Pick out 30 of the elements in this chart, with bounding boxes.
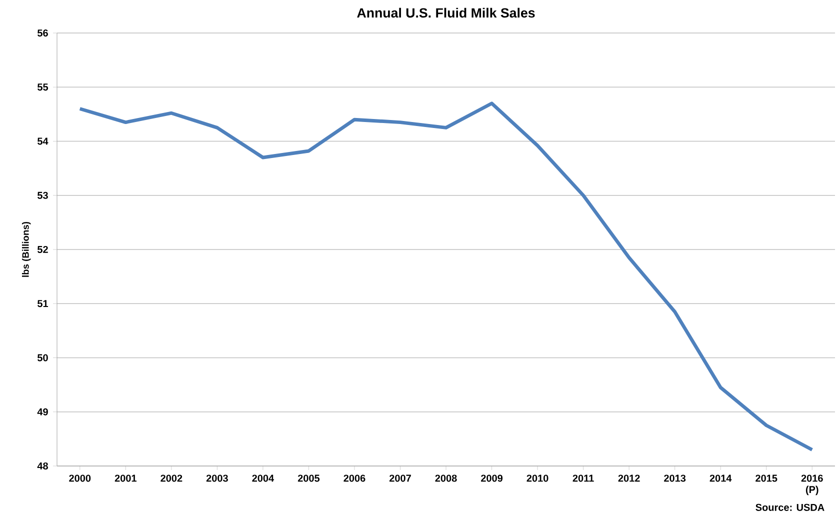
y-tick-label: 53 bbox=[37, 192, 48, 199]
y-tick-label: 49 bbox=[37, 408, 48, 416]
x-tick-label: 2002 bbox=[160, 474, 182, 482]
x-tick-label: 2015 bbox=[756, 474, 778, 482]
y-tick-label: 56 bbox=[37, 29, 48, 37]
x-tick-label: 2016 (P) bbox=[801, 474, 823, 496]
source-note: Source: USDA bbox=[756, 504, 824, 511]
x-tick-label: 2011 bbox=[572, 474, 594, 482]
chart-title: Annual U.S. Fluid Milk Sales bbox=[357, 8, 535, 18]
x-tick-label: 2000 bbox=[69, 474, 91, 482]
x-tick-label: 2012 bbox=[618, 474, 640, 482]
x-tick-label: 2006 bbox=[344, 474, 366, 482]
y-tick-label: 54 bbox=[37, 138, 48, 145]
y-axis-title: lbs (Billions) bbox=[22, 222, 31, 277]
y-tick-label: 48 bbox=[37, 462, 48, 470]
x-tick-label: 2001 bbox=[114, 474, 137, 482]
y-tick-label: 52 bbox=[37, 246, 48, 254]
x-tick-label: 2008 bbox=[435, 474, 457, 482]
y-tick-label: 50 bbox=[37, 354, 48, 362]
x-tick-label: 2005 bbox=[298, 474, 320, 482]
x-tick-label: 2013 bbox=[664, 474, 686, 482]
x-tick-label: 2003 bbox=[206, 474, 228, 482]
x-tick-label: 2010 bbox=[526, 474, 548, 482]
x-tick-label: 2009 bbox=[481, 474, 503, 482]
x-tick-label: 2014 bbox=[710, 474, 732, 482]
x-tick-label: 2007 bbox=[389, 474, 411, 482]
y-tick-label: 55 bbox=[37, 84, 48, 91]
y-tick-label: 51 bbox=[37, 300, 48, 308]
line-series bbox=[78, 102, 814, 452]
x-tick-label: 2004 bbox=[252, 474, 274, 482]
